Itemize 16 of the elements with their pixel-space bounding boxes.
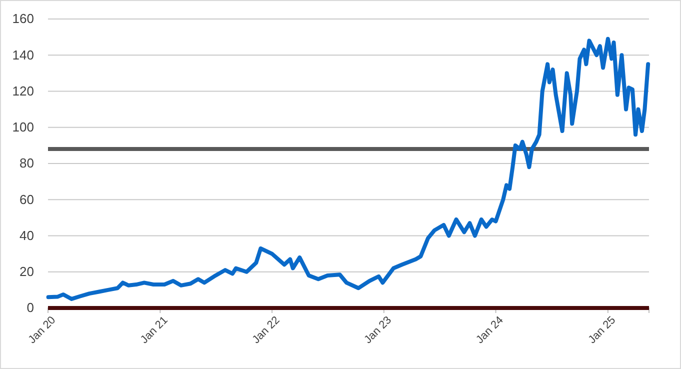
y-tick-label: 80 (20, 156, 34, 171)
y-tick-label: 60 (20, 192, 34, 207)
y-tick-label: 140 (12, 47, 34, 62)
x-tick-label: Jan 21 (138, 314, 170, 346)
x-tick-label: Jan 20 (26, 314, 58, 346)
y-tick-label: 0 (26, 300, 34, 316)
x-tick-label: Jan 22 (250, 314, 282, 346)
y-tick-label: 120 (12, 83, 34, 98)
x-tick-label: Jan 24 (474, 314, 506, 346)
line-series (46, 36, 650, 301)
x-tick-label: Jan 23 (362, 314, 394, 346)
y-tick-label: 100 (12, 120, 34, 135)
y-tick-label: 20 (20, 264, 34, 280)
x-tick-label: Jan 25 (586, 314, 618, 346)
y-tick-label: 160 (12, 11, 34, 26)
y-tick-label: 40 (20, 228, 34, 243)
